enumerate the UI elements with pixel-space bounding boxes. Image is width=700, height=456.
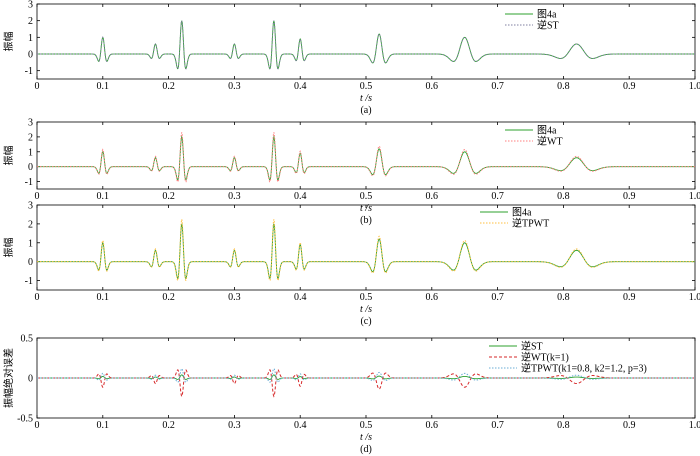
x-tick-label: 0.2 <box>162 191 175 202</box>
x-tick-label: 0.6 <box>426 292 439 303</box>
x-axis-label: t /s <box>360 93 372 104</box>
panel-caption: (b) <box>360 215 372 226</box>
y-tick-label: 1 <box>28 33 33 44</box>
panel-caption: (d) <box>360 444 372 455</box>
x-tick-label: 0.9 <box>623 191 636 202</box>
x-tick-label: 0.5 <box>360 420 373 431</box>
x-tick-label: 1.0 <box>689 292 700 303</box>
x-tick-label: 1.0 <box>689 420 700 431</box>
series-line-2 <box>37 20 695 70</box>
x-tick-label: 0.2 <box>162 81 175 92</box>
x-tick-label: 0.9 <box>623 420 636 431</box>
x-tick-label: 0.8 <box>557 191 570 202</box>
x-tick-label: 0.7 <box>491 191 504 202</box>
panel-1: 0 0.1 0.2 0.3 0.4 0.5 0.6 0.7 0.8 0.9 1.0-10123振幅t… <box>2 0 700 116</box>
legend-label: 图4a <box>537 125 557 137</box>
series-line-1 <box>37 223 695 279</box>
y-tick-label: 1 <box>28 147 33 158</box>
x-tick-label: 0.3 <box>228 292 241 303</box>
x-axis-label: t /s <box>360 304 372 315</box>
panel-caption: (a) <box>360 105 371 116</box>
y-axis-label: 振幅绝对误差 <box>2 348 15 408</box>
y-tick-label: -1 <box>25 177 33 188</box>
x-tick-label: 0 <box>35 292 40 303</box>
y-tick-label: 0.5 <box>21 334 34 345</box>
legend-label: 逆TPWT <box>512 217 549 230</box>
panel-4: 0 0.1 0.2 0.3 0.4 0.5 0.6 0.7 0.8 0.9 1.0-0.500.5振… <box>2 334 700 456</box>
x-tick-label: 0.6 <box>426 420 439 431</box>
x-tick-label: 0.9 <box>623 81 636 92</box>
x-tick-label: 0.8 <box>557 420 570 431</box>
y-tick-label: -1 <box>25 66 33 77</box>
x-tick-label: 0.6 <box>426 191 439 202</box>
x-axis-label: t /s <box>360 432 372 443</box>
x-tick-label: 0.4 <box>294 81 307 92</box>
y-tick-label: 2 <box>28 132 33 143</box>
x-tick-label: 0.8 <box>557 81 570 92</box>
x-tick-label: 0.4 <box>294 420 307 431</box>
panel-2: 0 0.1 0.2 0.3 0.4 0.5 0.6 0.7 0.8 0.9 1.0-10123振幅t… <box>2 118 700 227</box>
x-tick-label: 0.1 <box>97 81 110 92</box>
x-tick-label: 0.7 <box>491 420 504 431</box>
legend-label: 逆ST <box>537 19 559 32</box>
series-line-3 <box>37 367 695 383</box>
legend-label: 逆WT(k=1) <box>521 351 569 364</box>
x-tick-label: 0 <box>35 191 40 202</box>
x-tick-label: 0.1 <box>97 292 110 303</box>
y-axis-label: 振幅 <box>2 32 15 52</box>
y-tick-label: 2 <box>28 219 33 230</box>
panel-3: 0 0.1 0.2 0.3 0.4 0.5 0.6 0.7 0.8 0.9 1.0-10123振幅t… <box>2 201 700 328</box>
x-tick-label: 0.2 <box>162 292 175 303</box>
x-tick-label: 0.4 <box>294 191 307 202</box>
x-tick-label: 0.7 <box>491 81 504 92</box>
x-tick-label: 0.6 <box>426 81 439 92</box>
series-line-2 <box>37 219 695 282</box>
x-tick-label: 0.3 <box>228 420 241 431</box>
series-line-2 <box>37 132 695 183</box>
plot-frame <box>36 121 696 190</box>
legend-label: 逆ST <box>521 340 543 353</box>
y-tick-label: 3 <box>28 0 33 11</box>
y-tick-label: 0 <box>28 374 33 385</box>
legend-label: 逆WT <box>537 135 563 148</box>
plot-frame <box>36 3 696 80</box>
x-tick-label: 0.5 <box>360 81 373 92</box>
x-tick-label: 0 <box>35 81 40 92</box>
series-line-1 <box>37 20 695 70</box>
x-axis-label: t /s <box>360 203 372 214</box>
x-tick-label: 0.1 <box>97 420 110 431</box>
y-tick-label: 1 <box>28 238 33 249</box>
y-tick-label: -1 <box>25 276 33 287</box>
x-tick-label: 0.1 <box>97 191 110 202</box>
x-tick-label: 0.8 <box>557 292 570 303</box>
x-tick-label: 0.2 <box>162 420 175 431</box>
y-tick-label: 0 <box>28 257 33 268</box>
x-tick-label: 0.4 <box>294 292 307 303</box>
series-line-1 <box>37 135 695 181</box>
y-tick-label: 3 <box>28 201 33 212</box>
x-tick-label: 0.7 <box>491 292 504 303</box>
x-tick-label: 0.5 <box>360 292 373 303</box>
x-tick-label: 0.3 <box>228 81 241 92</box>
legend-label: 图4a <box>512 207 532 219</box>
y-tick-label: 0 <box>28 50 33 61</box>
legend-label: 图4a <box>537 9 557 21</box>
panel-caption: (c) <box>360 316 371 327</box>
y-tick-label: 3 <box>28 118 33 129</box>
y-tick-label: -0.5 <box>17 414 33 425</box>
y-axis-label: 振幅 <box>2 146 15 166</box>
x-tick-label: 0 <box>35 420 40 431</box>
y-tick-label: 2 <box>28 16 33 27</box>
x-tick-label: 0.5 <box>360 191 373 202</box>
x-tick-label: 1.0 <box>689 191 700 202</box>
x-tick-label: 1.0 <box>689 81 700 92</box>
y-tick-label: 0 <box>28 162 33 173</box>
legend-label: 逆TPWT(k1=0.8, k2=1.2, p=3) <box>521 362 647 375</box>
y-axis-label: 振幅 <box>2 238 15 258</box>
x-tick-label: 0.3 <box>228 191 241 202</box>
x-tick-label: 0.9 <box>623 292 636 303</box>
